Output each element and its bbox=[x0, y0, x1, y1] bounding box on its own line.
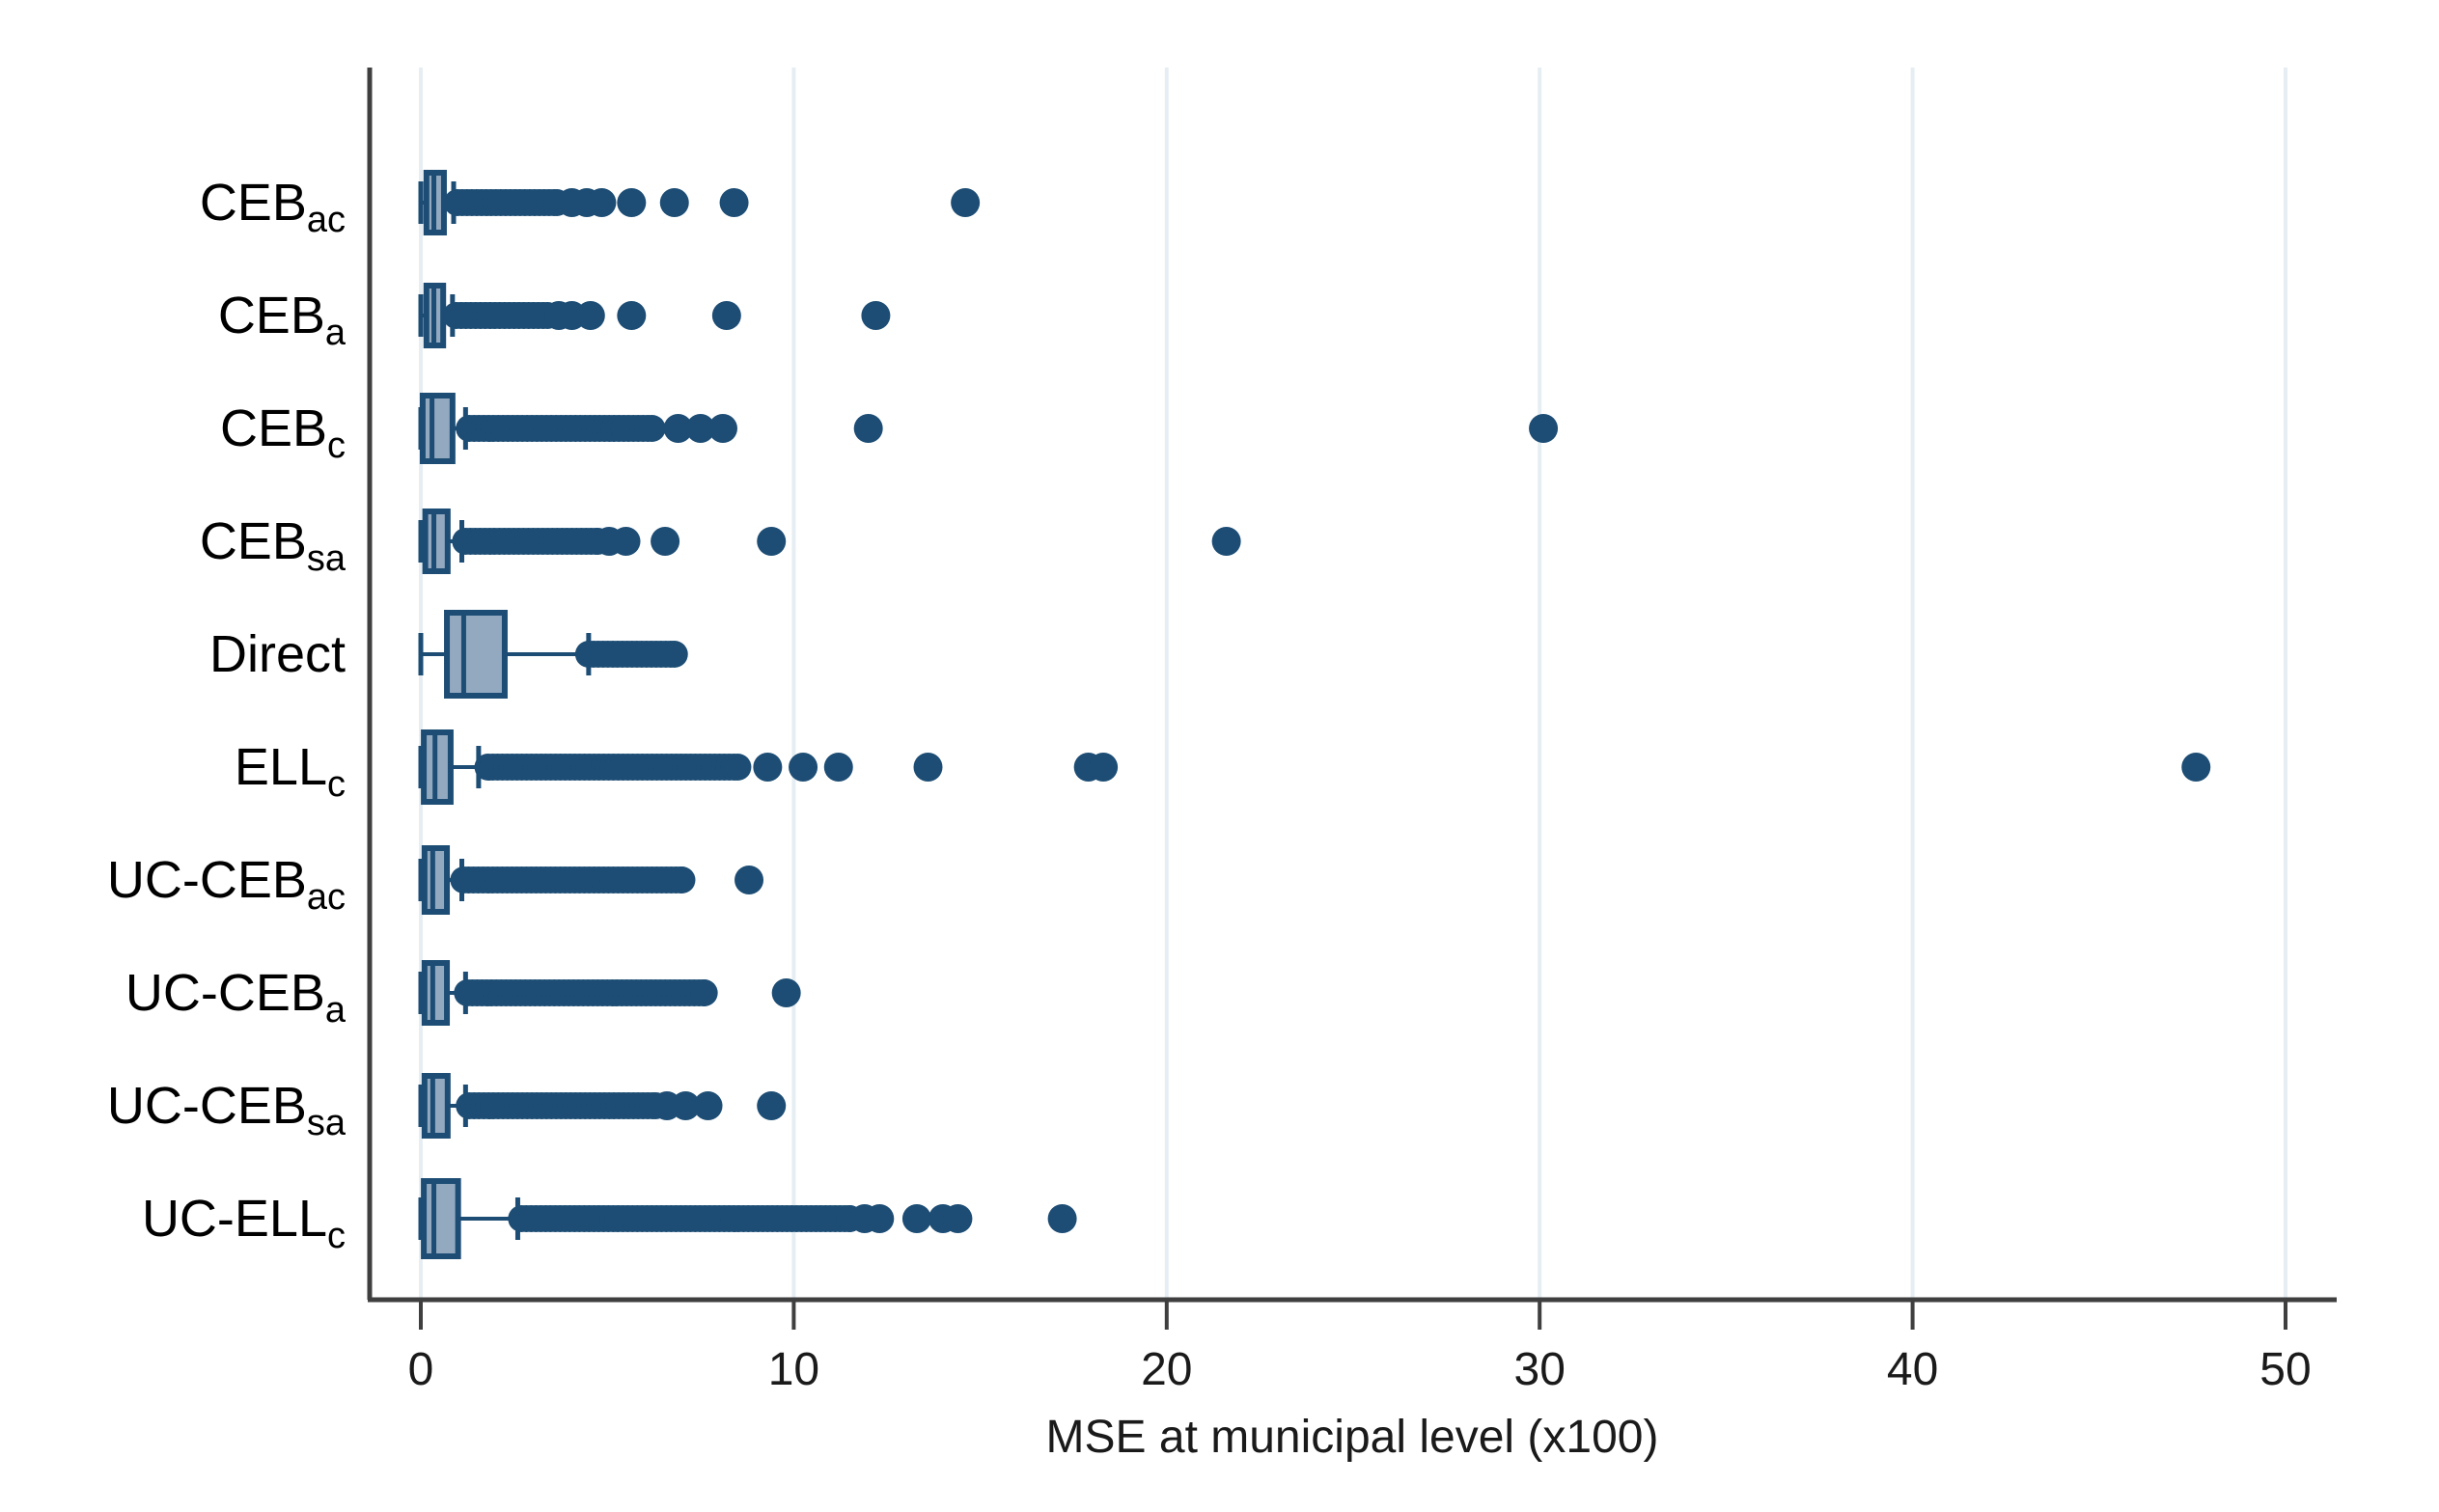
outlier-band-dot bbox=[668, 866, 696, 893]
outlier-dot bbox=[1211, 527, 1241, 556]
x-tick-label: 40 bbox=[1887, 1344, 1938, 1395]
x-axis-title: MSE at municipal level (x100) bbox=[1046, 1412, 1659, 1463]
boxplot-row: CEBc bbox=[220, 393, 1559, 466]
boxplot-row: ELLc bbox=[235, 729, 2211, 805]
outlier-dot bbox=[1529, 414, 1559, 443]
x-tick-label: 20 bbox=[1141, 1344, 1192, 1395]
iqr-box bbox=[421, 960, 451, 1026]
iqr-box bbox=[444, 610, 508, 699]
outlier-dot bbox=[659, 188, 689, 217]
outlier-dot bbox=[2181, 753, 2211, 782]
outlier-dot bbox=[823, 753, 853, 782]
category-label: UC-CEBa bbox=[125, 964, 346, 1031]
outlier-dot bbox=[853, 414, 883, 443]
category-label: CEBsa bbox=[200, 512, 346, 579]
iqr-box bbox=[421, 845, 451, 915]
outlier-dot bbox=[757, 1091, 787, 1120]
boxplot-row: UC-CEBa bbox=[125, 960, 801, 1031]
outlier-band-dot bbox=[724, 754, 752, 781]
outlier-dot bbox=[671, 1091, 701, 1120]
outlier-dot bbox=[617, 188, 647, 217]
category-label: CEBa bbox=[218, 287, 346, 353]
outlier-dot bbox=[711, 301, 741, 330]
outlier-band-dot bbox=[660, 641, 688, 668]
outlier-band-dot bbox=[638, 415, 666, 442]
x-tick-label: 0 bbox=[408, 1344, 434, 1395]
outlier-dot bbox=[1047, 1204, 1077, 1233]
x-tick-label: 10 bbox=[768, 1344, 819, 1395]
boxplot-row: Direct bbox=[209, 610, 688, 699]
outlier-dot bbox=[865, 1204, 895, 1233]
outlier-dot bbox=[707, 414, 737, 443]
category-label: CEBc bbox=[220, 399, 346, 466]
boxplot-row: CEBsa bbox=[200, 509, 1241, 579]
outlier-dot bbox=[685, 414, 715, 443]
outlier-dot bbox=[861, 301, 891, 330]
outlier-dot bbox=[753, 753, 783, 782]
outlier-dot bbox=[771, 978, 801, 1007]
outlier-dot bbox=[734, 866, 764, 894]
outlier-dot bbox=[757, 527, 787, 556]
outlier-dot bbox=[611, 527, 641, 556]
outlier-dot bbox=[587, 188, 617, 217]
category-label: UC-ELLc bbox=[142, 1190, 346, 1256]
boxplot-row: UC-CEBac bbox=[107, 845, 764, 918]
iqr-box bbox=[422, 509, 451, 574]
outlier-dot bbox=[617, 301, 647, 330]
outlier-dot bbox=[719, 188, 749, 217]
outlier-dot bbox=[693, 1091, 723, 1120]
outlier-dot bbox=[789, 753, 818, 782]
outlier-dot bbox=[951, 188, 981, 217]
outlier-dot bbox=[943, 1204, 973, 1233]
axis-layer: 0 10 20 30 40 50 bbox=[367, 68, 2337, 1395]
boxplot-row: UC-ELLc bbox=[142, 1178, 1077, 1259]
outlier-dot bbox=[1089, 753, 1119, 782]
category-label: UC-CEBsa bbox=[107, 1077, 346, 1143]
series-layer: CEBac CEBa CEBc CEBsa Direct ELLc UC-CEBac UC-C… bbox=[107, 170, 2211, 1259]
boxplot-row: CEBac bbox=[200, 170, 981, 240]
outlier-dot bbox=[575, 301, 605, 330]
outlier-dot bbox=[651, 527, 680, 556]
iqr-box bbox=[421, 1178, 461, 1259]
x-tick-label: 50 bbox=[2259, 1344, 2311, 1395]
category-label: ELLc bbox=[235, 738, 346, 805]
iqr-box bbox=[421, 1073, 451, 1139]
iqr-box bbox=[419, 393, 456, 464]
category-label: UC-CEBac bbox=[107, 851, 346, 918]
outlier-dot bbox=[913, 753, 943, 782]
category-label: Direct bbox=[209, 625, 346, 683]
boxplot-row: CEBa bbox=[218, 283, 891, 353]
x-tick-label: 30 bbox=[1514, 1344, 1566, 1395]
outlier-band-dot bbox=[690, 979, 718, 1006]
category-label: CEBac bbox=[200, 174, 346, 240]
outlier-dot bbox=[663, 414, 693, 443]
boxplot-row: UC-CEBsa bbox=[107, 1073, 787, 1143]
outlier-dot bbox=[901, 1204, 931, 1233]
